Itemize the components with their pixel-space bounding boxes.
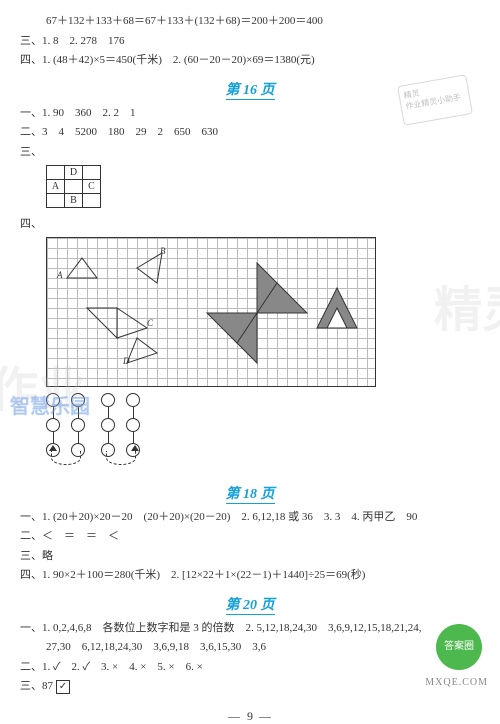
label-d: D: [123, 356, 130, 366]
p20-line1b: 27,30 6,12,18,24,30 3,6,9,18 3,6,15,30 3…: [20, 639, 480, 656]
label-c: C: [147, 318, 153, 328]
p20-line3-text: 三、87: [20, 680, 56, 692]
p16-line1: 一、1. 90 360 2. 2 1: [20, 105, 480, 122]
grid-diagram: A B C D: [46, 237, 376, 387]
cell: [83, 166, 101, 180]
p20-line1a: 一、1. 0,2,4,6,8 各数位上数字和是 3 的倍数 2. 5,12,18…: [20, 620, 480, 637]
label-a: A: [57, 270, 63, 280]
p20-line3-box: ✓: [56, 680, 70, 694]
circles-diagram: [46, 393, 166, 473]
cell: D: [65, 166, 83, 180]
p16-table: D A C B: [46, 165, 101, 208]
page-16-header: 第 16 页: [20, 79, 480, 99]
page-footer: —9—: [20, 709, 480, 724]
p16-line4-label: 四、: [20, 216, 480, 233]
p18-line2: 二、＜ ＝ ＝ ＜: [20, 528, 480, 545]
p18-line3: 三、略: [20, 548, 480, 565]
cell: [47, 166, 65, 180]
cell: [47, 194, 65, 208]
calc-line: 67＋132＋133＋68＝67＋133＋(132＋68)＝200＋200＝40…: [20, 13, 480, 30]
answer-badge: 答案圈: [436, 624, 482, 670]
answer-line-4: 四、1. (48＋42)×5＝450(千米) 2. (60－20－20)×69＝…: [20, 52, 480, 69]
p18-line1: 一、1. (20＋20)×20－20 (20＋20)×(20－20) 2. 6,…: [20, 509, 480, 526]
watermark-right: 精灵: [434, 270, 500, 340]
site-watermark: MXQE.COM: [425, 677, 488, 688]
cell: [65, 180, 83, 194]
p20-line3: 三、87 ✓: [20, 678, 480, 695]
label-b: B: [160, 246, 166, 256]
cell: A: [47, 180, 65, 194]
answer-line-3: 三、1. 8 2. 278 176: [20, 33, 480, 50]
page-number: 9: [241, 709, 259, 724]
diagram-svg: [47, 238, 377, 388]
p18-line4: 四、1. 90×2＋100＝280(千米) 2. [12×22＋1×(22－1)…: [20, 567, 480, 584]
p16-line3-label: 三、: [20, 144, 480, 161]
p16-line2: 二、3 4 5200 180 29 2 650 630: [20, 124, 480, 141]
page-18-header: 第 18 页: [20, 483, 480, 503]
cell: [83, 194, 101, 208]
cell: B: [65, 194, 83, 208]
p20-line2: 二、1. ✓ 2. ✓ 3. × 4. × 5. × 6. ×: [20, 659, 480, 676]
cell: C: [83, 180, 101, 194]
page-20-header: 第 20 页: [20, 594, 480, 614]
